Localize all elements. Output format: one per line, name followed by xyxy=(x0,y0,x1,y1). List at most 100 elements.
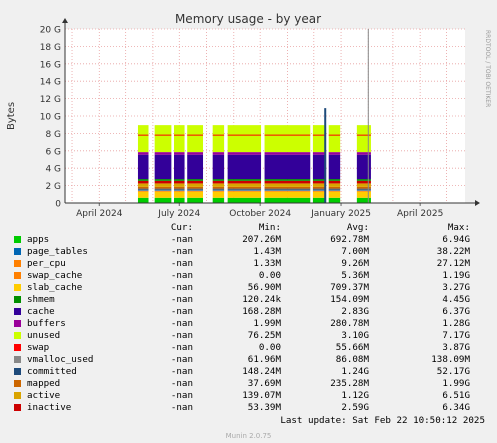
legend-max: 52.17G xyxy=(436,366,470,377)
area-swap_cache xyxy=(328,190,341,192)
header-max: Max: xyxy=(447,222,470,233)
y-tick-label: 18 G xyxy=(40,43,61,53)
legend-max: 6.37G xyxy=(442,306,470,317)
area-unused xyxy=(264,125,311,153)
area-unused xyxy=(212,125,225,153)
legend-swatch xyxy=(14,260,21,267)
area-inactive xyxy=(264,180,311,184)
axes: 0 2 G 4 G 6 G 8 G 10 G 12 G 14 G 16 G 18 G 20 G Apr… xyxy=(40,18,480,219)
legend-row: swap_cache -nan 0.00 5.36M 1.19G xyxy=(0,270,497,282)
y-tick-label: 12 G xyxy=(40,95,61,105)
legend-min: 1.33M xyxy=(253,258,281,269)
legend-cur: -nan xyxy=(170,282,193,293)
area-mapped xyxy=(137,186,149,189)
y-axis-arrow-icon xyxy=(62,18,68,23)
area-cache xyxy=(154,154,172,180)
legend-avg: 9.26M xyxy=(341,258,369,269)
area-cache xyxy=(227,154,262,180)
legend-avg: 86.08M xyxy=(335,354,369,365)
area-unused xyxy=(312,125,327,153)
area-shmem xyxy=(212,179,225,181)
area-swap_cache xyxy=(187,190,204,192)
area-cache xyxy=(174,154,185,180)
x-tick-label: October 2024 xyxy=(229,209,291,219)
legend-series-name: unused xyxy=(27,330,61,341)
area-vmalloc_used xyxy=(312,189,327,191)
legend-row: inactive -nan 53.39M 2.59G 6.34G xyxy=(0,402,497,414)
legend-cur: -nan xyxy=(170,390,193,401)
area-shmem xyxy=(174,179,185,181)
area-vmalloc_used xyxy=(174,189,185,191)
area-vmalloc_used xyxy=(212,189,225,191)
area-inactive xyxy=(328,180,341,184)
area-apps xyxy=(312,197,327,203)
area-mapped xyxy=(212,186,225,189)
area-page_tables xyxy=(328,190,341,191)
area-inactive xyxy=(137,180,149,184)
x-tick-label: April 2025 xyxy=(397,209,443,219)
area-inactive xyxy=(312,180,327,184)
area-page_tables xyxy=(187,190,204,191)
area-slab_cache xyxy=(227,191,262,198)
legend-swatch xyxy=(14,404,21,411)
area-buffers xyxy=(212,152,225,155)
legend-row: page_tables -nan 1.43M 7.00M 38.22M xyxy=(0,246,497,258)
area-slab_cache xyxy=(154,191,172,198)
area-apps xyxy=(154,197,172,203)
legend-max: 38.22M xyxy=(436,246,470,257)
area-page_tables xyxy=(212,190,225,191)
y-tick-label: 2 G xyxy=(45,182,61,192)
legend-avg: 5.36M xyxy=(341,270,369,281)
legend-row: slab_cache -nan 56.90M 709.37M 3.27G xyxy=(0,282,497,294)
area-mapped xyxy=(227,186,262,189)
area-mapped xyxy=(154,186,172,189)
legend-swatch xyxy=(14,272,21,279)
area-swap_cache xyxy=(137,190,149,192)
legend-min: 168.28M xyxy=(242,306,281,317)
legend-series-name: swap_cache xyxy=(27,270,83,281)
y-tick-label: 10 G xyxy=(40,113,61,123)
legend-swatch xyxy=(14,368,21,375)
area-active xyxy=(174,183,185,187)
area-inactive xyxy=(212,180,225,184)
legend-row: swap -nan 0.00 55.66M 3.87G xyxy=(0,342,497,354)
area-shmem xyxy=(227,179,262,181)
area-buffers xyxy=(227,152,262,155)
legend-max: 3.87G xyxy=(442,342,470,353)
legend-row: shmem -nan 120.24k 154.09M 4.45G xyxy=(0,294,497,306)
legend-avg: 2.59G xyxy=(341,402,369,413)
area-cache xyxy=(312,154,327,180)
area-unused xyxy=(174,125,185,153)
area-cache xyxy=(137,154,149,180)
legend-cur: -nan xyxy=(170,258,193,269)
area-vmalloc_used xyxy=(356,189,371,191)
area-buffers xyxy=(154,152,172,155)
area-mapped xyxy=(264,186,311,189)
legend-min: 120.24k xyxy=(242,294,281,305)
legend-series-name: apps xyxy=(27,234,50,245)
area-committed xyxy=(227,188,262,190)
area-active xyxy=(227,183,262,187)
area-shmem xyxy=(154,179,172,181)
legend-min: 207.26M xyxy=(242,234,281,245)
legend-avg: 692.78M xyxy=(330,234,369,245)
legend-avg: 154.09M xyxy=(330,294,369,305)
legend-min: 0.00 xyxy=(258,270,281,281)
area-swap_cache xyxy=(312,190,327,192)
legend-row: apps -nan 207.26M 692.78M 6.94G xyxy=(0,234,497,246)
x-tick-label: January 2025 xyxy=(310,209,371,219)
legend-header: Cur: Min: Avg: Max: xyxy=(0,222,497,234)
legend-series-name: buffers xyxy=(27,318,66,329)
area-shmem xyxy=(187,179,204,181)
legend-cur: -nan xyxy=(170,318,193,329)
legend-avg: 55.66M xyxy=(335,342,369,353)
area-slab_cache xyxy=(137,191,149,198)
legend-avg: 1.12G xyxy=(341,390,369,401)
legend-max: 1.19G xyxy=(442,270,470,281)
area-swap_cache xyxy=(227,190,262,192)
legend-cur: -nan xyxy=(170,246,193,257)
legend-row: active -nan 139.07M 1.12G 6.51G xyxy=(0,390,497,402)
legend-min: 0.00 xyxy=(258,342,281,353)
area-shmem xyxy=(356,179,371,181)
legend-series-name: inactive xyxy=(27,402,72,413)
